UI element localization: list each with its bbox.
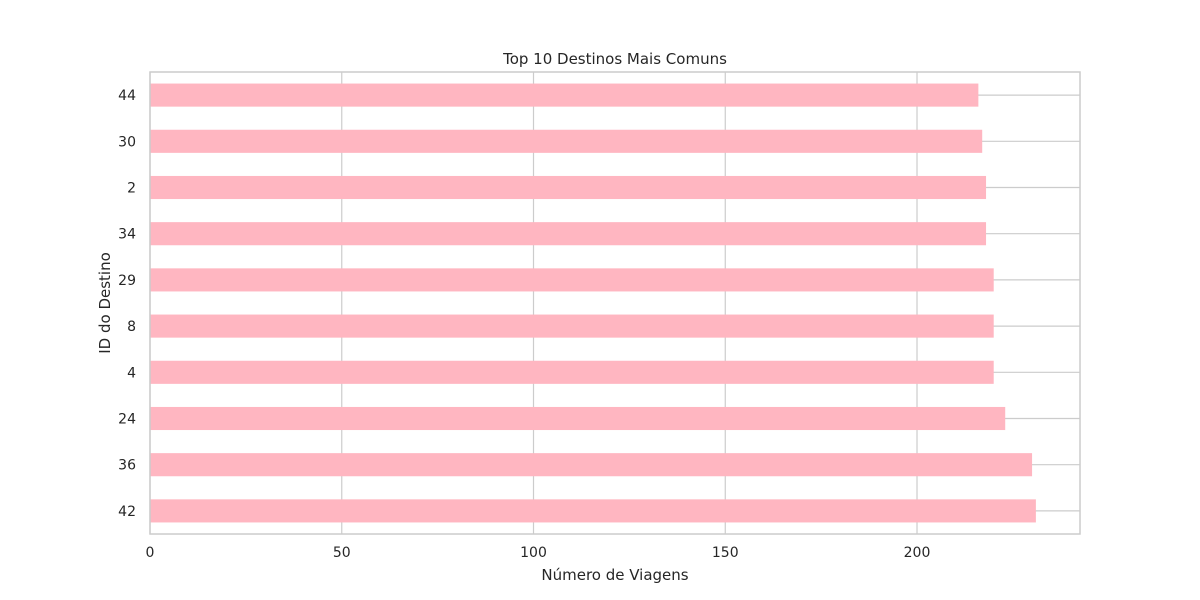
bar-destino-36 (150, 453, 1033, 477)
x-tick-label: 150 (712, 545, 739, 561)
y-tick-label: 36 (118, 458, 136, 474)
bar-destino-24 (150, 406, 1006, 431)
bar-destino-29 (150, 268, 994, 292)
chart-title: Top 10 Destinos Mais Comuns (502, 50, 727, 68)
bars (150, 83, 1036, 523)
y-tick-label: 30 (118, 134, 136, 150)
y-tick-label: 29 (118, 273, 136, 289)
y-tick-label: 42 (118, 504, 136, 520)
bar-destino-8 (150, 314, 994, 338)
bar-destino-34 (150, 222, 987, 246)
y-tick-label: 8 (127, 319, 136, 335)
y-tick-label: 2 (127, 181, 136, 197)
bar-destino-44 (150, 83, 979, 107)
y-tick-label: 44 (118, 88, 136, 104)
bar-destino-4 (150, 360, 994, 384)
bar-destino-30 (150, 129, 983, 153)
x-tick-label: 0 (146, 545, 155, 561)
x-tick-label: 100 (520, 545, 547, 561)
y-tick-label: 24 (118, 412, 136, 428)
x-tick-labels: 0 50 100 150 200 (146, 545, 931, 561)
bar-destino-42 (150, 499, 1036, 523)
x-tick-label: 50 (333, 545, 351, 561)
bar-destino-2 (150, 175, 987, 200)
y-axis-label: ID do Destino (96, 252, 114, 354)
y-tick-label: 34 (118, 227, 136, 243)
y-tick-labels: 42 36 24 4 8 29 34 2 30 44 (118, 88, 136, 520)
plot-frame (149, 71, 1081, 535)
x-axis-label: Número de Viagens (541, 566, 688, 584)
y-tick-label: 4 (127, 365, 136, 381)
x-tick-label: 200 (904, 545, 931, 561)
